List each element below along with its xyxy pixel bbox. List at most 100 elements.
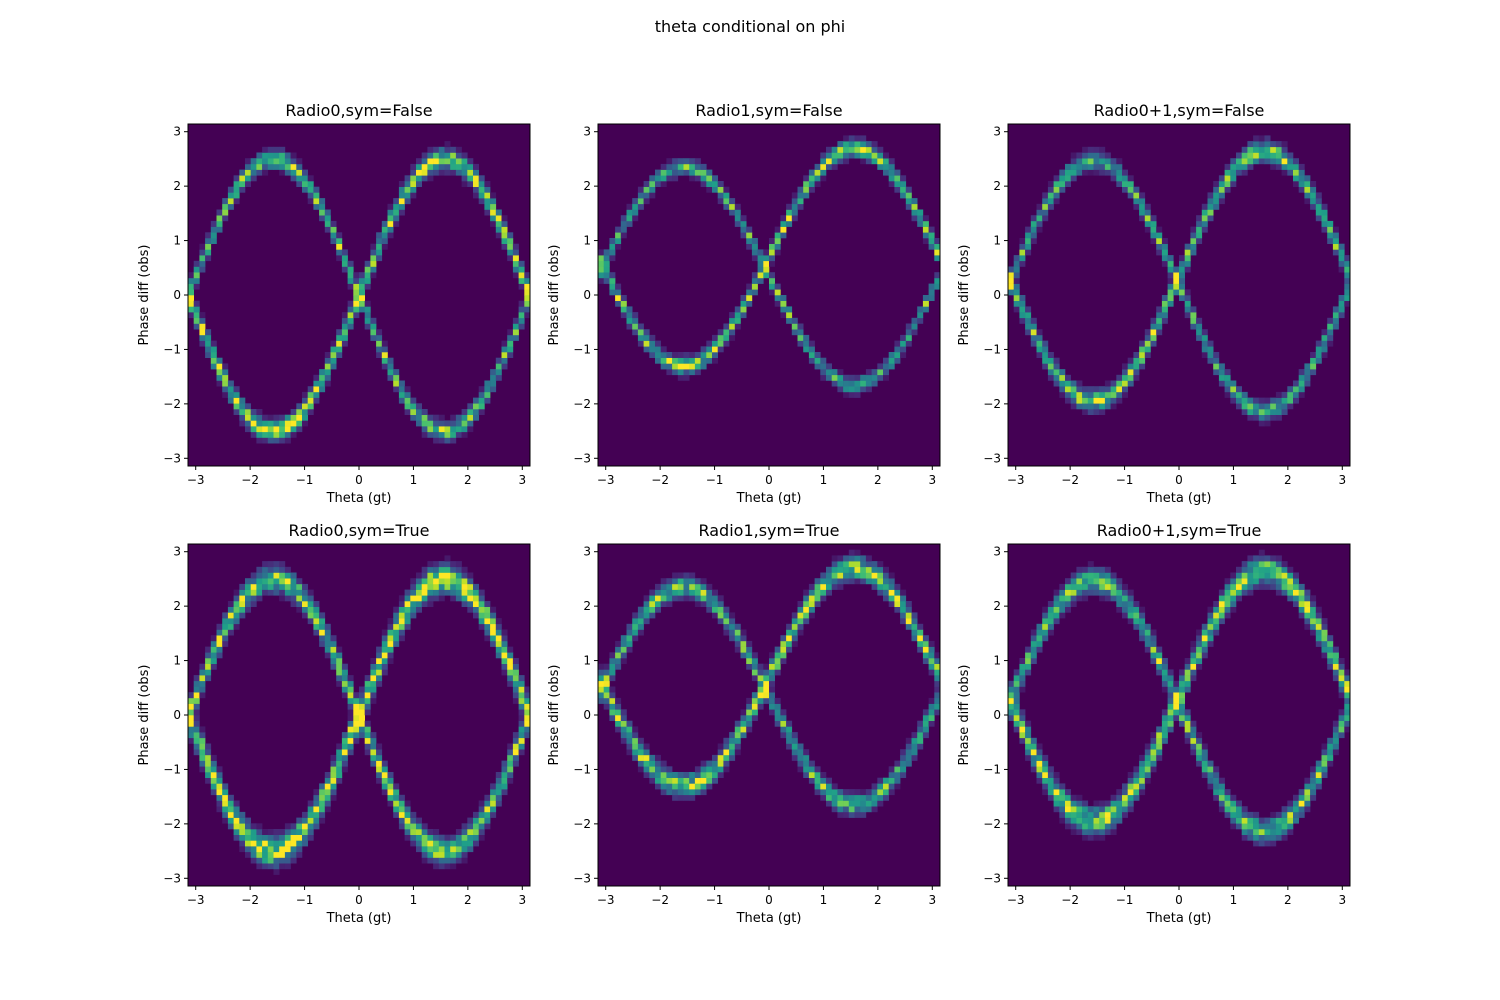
heatmap-cell	[717, 754, 724, 761]
heatmap-cell	[324, 635, 331, 642]
heatmap-cell	[1127, 374, 1134, 381]
heatmap-cell	[1161, 243, 1168, 250]
heatmap-cell	[1218, 198, 1225, 205]
heatmap-cell	[1047, 772, 1054, 778]
heatmap-cell	[1167, 295, 1174, 301]
heatmap-cell	[188, 295, 194, 301]
heatmap-cell	[296, 169, 303, 176]
heatmap-cell	[467, 606, 474, 613]
heatmap-cell	[609, 692, 616, 699]
heatmap-cell	[1156, 249, 1163, 256]
heatmap-cell	[871, 158, 878, 165]
heatmap-cell	[871, 380, 878, 387]
heatmap-cell	[632, 635, 639, 642]
heatmap-cell	[860, 566, 867, 573]
heatmap-cell	[484, 806, 491, 813]
heatmap-cell	[1315, 618, 1322, 625]
heatmap-cell	[1167, 289, 1174, 296]
heatmap-cell	[1122, 595, 1128, 602]
heatmap-cell	[1122, 806, 1128, 813]
heatmap-cell	[1190, 658, 1197, 664]
heatmap-cell	[1144, 209, 1151, 216]
heatmap-cell	[626, 737, 633, 744]
heatmap-cell	[1122, 811, 1128, 818]
heatmap-cell	[1104, 152, 1111, 159]
heatmap-cell	[478, 800, 485, 807]
heatmap-cell	[723, 606, 730, 613]
heatmap-cell	[245, 158, 251, 165]
heatmap-cell	[1218, 595, 1225, 602]
heatmap-cell	[1344, 715, 1351, 721]
heatmap-cell	[1321, 329, 1328, 336]
heatmap-cell	[774, 226, 781, 233]
heatmap-cell	[267, 583, 274, 590]
heatmap-cell	[900, 612, 907, 619]
heatmap-cell	[210, 352, 217, 358]
heatmap-cell	[313, 629, 320, 636]
heatmap-cell	[774, 646, 781, 653]
heatmap-cell	[404, 192, 411, 199]
heatmap-cell	[507, 749, 514, 756]
heatmap-cell	[672, 789, 679, 796]
heatmap-cell	[227, 192, 234, 199]
heatmap-cell	[780, 306, 787, 313]
heatmap-cell	[1253, 158, 1260, 165]
heatmap-cell	[1321, 640, 1328, 647]
heatmap-cell	[1304, 783, 1311, 790]
heatmap-cell	[917, 312, 924, 319]
heatmap-cell	[461, 158, 468, 165]
heatmap-cell	[512, 272, 519, 279]
heatmap-cell	[626, 215, 633, 222]
heatmap-cell	[507, 352, 514, 358]
y-tick-label: −3	[163, 871, 181, 885]
heatmap-cell	[922, 295, 929, 301]
heatmap-cell	[1213, 357, 1220, 364]
heatmap-cell	[700, 601, 707, 607]
heatmap-cell	[791, 732, 798, 739]
heatmap-cell	[1207, 209, 1214, 216]
heatmap-cell	[808, 583, 815, 590]
heatmap-cell	[370, 334, 377, 341]
heatmap-cell	[1139, 783, 1146, 790]
heatmap-cell	[1230, 589, 1237, 596]
heatmap-cell	[216, 363, 223, 370]
heatmap-cell	[1321, 743, 1328, 750]
heatmap-cell	[814, 595, 821, 602]
heatmap-cell	[433, 146, 440, 153]
heatmap-cell	[1161, 680, 1168, 687]
heatmap-cell	[387, 369, 394, 376]
heatmap-cell	[461, 431, 468, 438]
heatmap-cell	[324, 363, 331, 370]
heatmap-cell	[751, 675, 758, 682]
heatmap-cell	[290, 834, 297, 841]
heatmap-cell	[353, 715, 360, 721]
heatmap-cell	[404, 175, 411, 182]
heatmap-cell	[734, 749, 741, 756]
heatmap-cell	[193, 697, 200, 704]
heatmap-cell	[404, 606, 411, 613]
heatmap-cell	[626, 623, 633, 630]
heatmap-cell	[421, 414, 428, 421]
heatmap-cell	[307, 829, 314, 835]
heatmap-cell	[1344, 669, 1351, 676]
heatmap-cell	[387, 209, 394, 216]
heatmap-cell	[928, 652, 935, 659]
heatmap-cell	[205, 669, 212, 676]
heatmap-cell	[473, 595, 479, 602]
heatmap-cell	[683, 374, 690, 381]
heatmap-cell	[381, 232, 388, 239]
heatmap-cell	[774, 709, 781, 716]
heatmap-cell	[746, 703, 753, 710]
x-tick-label: −1	[1116, 893, 1134, 907]
heatmap-cell	[353, 312, 360, 319]
heatmap-cell	[284, 163, 291, 170]
heatmap-cell	[826, 789, 832, 796]
heatmap-cell	[854, 794, 861, 801]
heatmap-cell	[438, 572, 445, 579]
heatmap-cell	[1047, 186, 1054, 193]
heatmap-cell	[1304, 186, 1311, 193]
heatmap-cell	[524, 300, 531, 307]
heatmap-cell	[256, 583, 263, 590]
heatmap-cell	[1315, 760, 1322, 767]
heatmap-cell	[877, 566, 884, 573]
